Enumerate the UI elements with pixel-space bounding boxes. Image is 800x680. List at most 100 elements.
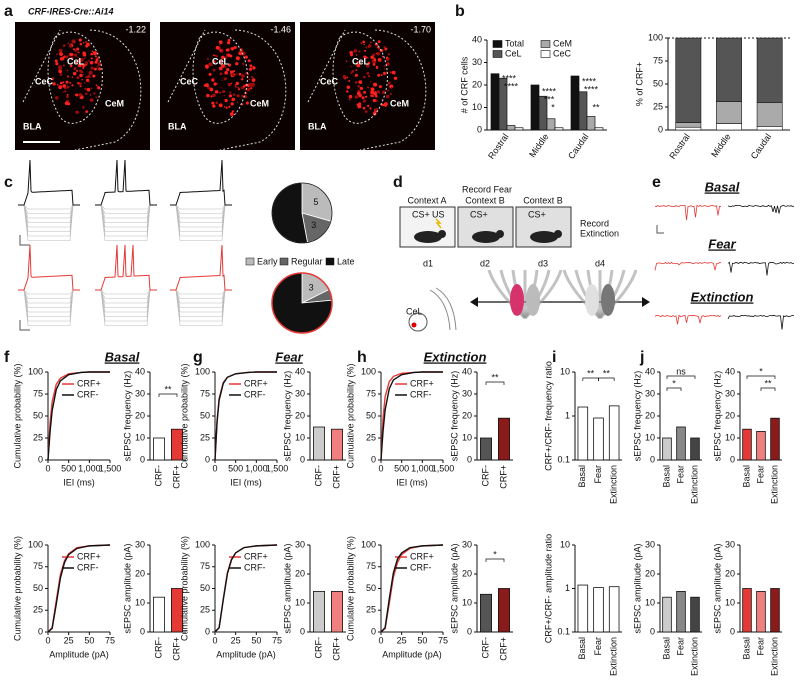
current-trace (654, 314, 722, 325)
labeled-cell (384, 47, 388, 51)
y-tick-label: 50 (33, 583, 43, 593)
labeled-cell (235, 112, 237, 114)
labeled-cell (59, 57, 64, 61)
labeled-cell (206, 57, 209, 60)
labeled-cell (51, 77, 55, 81)
labeled-cell (95, 84, 98, 87)
labeled-cell (208, 62, 212, 67)
labeled-cell (205, 64, 209, 69)
labeled-cell (355, 73, 359, 77)
labeled-cell (389, 93, 392, 96)
x-tick-label: CRF- (153, 637, 163, 659)
y-axis-label: Cumulative probability (%) (179, 536, 189, 641)
labeled-cell (74, 61, 76, 64)
labeled-cell (75, 69, 79, 72)
region-label: CeL (406, 306, 423, 316)
x-tick-label: 500 (61, 463, 76, 473)
significance-label: ** (587, 368, 595, 378)
labeled-cell (92, 51, 97, 56)
x-tick-label: 75 (105, 635, 115, 645)
labeled-cell (236, 94, 240, 98)
labeled-cell (73, 53, 78, 57)
labeled-cell (252, 66, 256, 70)
labeled-cell (77, 81, 80, 85)
labeled-cell (345, 60, 348, 62)
bar-segment (716, 123, 742, 131)
labeled-cell (83, 57, 86, 60)
bar (662, 437, 672, 461)
panel-label: i (552, 349, 556, 366)
voltage-trace (18, 244, 80, 291)
labeled-cell (359, 86, 364, 91)
labeled-cell (86, 87, 91, 92)
bar (593, 587, 604, 633)
labeled-cell (79, 82, 82, 86)
bar (331, 428, 343, 461)
labeled-cell (85, 44, 89, 48)
labeled-cell (363, 90, 366, 94)
labeled-cell (363, 43, 365, 46)
cumulative-line (47, 544, 111, 633)
labeled-cell (362, 106, 366, 110)
region-outline (219, 29, 287, 151)
labeled-cell (236, 101, 239, 104)
x-tick-label: Extinction (609, 465, 619, 504)
voltage-trace (95, 289, 157, 295)
bar (546, 118, 556, 131)
region-label: CeM (250, 98, 269, 108)
labeled-cell (235, 62, 239, 66)
y-tick-label: 20 (725, 568, 735, 578)
labeled-cell (62, 91, 65, 93)
labeled-cell (71, 76, 74, 78)
labeled-cell (226, 68, 230, 72)
legend-label: CRF+ (77, 378, 101, 388)
labeled-cell (387, 53, 391, 56)
y-tick-label: 40 (645, 366, 655, 376)
y-tick-label: 100 (361, 539, 376, 549)
y-tick-label: 0 (38, 626, 43, 636)
day-label: d2 (480, 258, 490, 268)
y-tick-label: 50 (653, 78, 663, 88)
legend-label: CeL (505, 48, 522, 58)
context-label: Context B (523, 195, 563, 205)
labeled-cell (373, 82, 378, 87)
y-tick-label: 20 (462, 568, 472, 578)
genotype-label: CRF-IRES-Cre::Ai14 (28, 6, 114, 16)
voltage-trace (18, 289, 80, 295)
y-tick-label: 50 (200, 583, 210, 593)
bar (554, 127, 564, 131)
labeled-cell (381, 55, 384, 58)
bar (578, 91, 588, 131)
panel-title: Basal (105, 349, 140, 364)
labeled-cell (75, 62, 79, 65)
labeled-cell (89, 94, 91, 96)
x-tick-label: 0 (45, 635, 50, 645)
y-tick-label: 0 (371, 454, 376, 464)
labeled-cell (383, 65, 386, 68)
y-tick-label: 100 (28, 539, 43, 549)
y-tick-label: 100 (28, 366, 43, 376)
legend-label: Regular (291, 256, 323, 266)
significance-label: ** (764, 378, 772, 388)
labeled-cell (372, 63, 376, 66)
x-tick-label: Fear (675, 637, 685, 656)
y-tick-label: 100 (648, 32, 663, 42)
x-tick-label: Fear (755, 637, 765, 656)
x-tick-label: 1,000 (78, 463, 101, 473)
labeled-cell (90, 57, 93, 60)
labeled-cell (208, 72, 212, 76)
x-tick-label: Rostral (486, 132, 511, 161)
significance-bracket (485, 381, 505, 385)
bar (577, 584, 589, 633)
labeled-cell (58, 65, 63, 70)
condition-title: Extinction (691, 289, 754, 304)
bar (570, 75, 580, 131)
x-tick-label: Caudal (749, 132, 774, 161)
significance-bracket (666, 375, 696, 379)
labeled-cell (370, 41, 372, 44)
brain-region (411, 322, 417, 328)
pie-label: 13 (285, 310, 295, 320)
condition-title: Basal (705, 179, 740, 194)
region-outline (307, 29, 346, 103)
labeled-cell (357, 84, 360, 88)
